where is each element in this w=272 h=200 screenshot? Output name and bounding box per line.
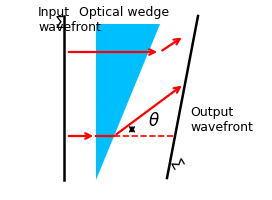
- Text: Input
wavefront: Input wavefront: [38, 6, 101, 34]
- Text: θ: θ: [149, 112, 159, 130]
- Text: Σ: Σ: [166, 157, 184, 173]
- Polygon shape: [96, 24, 160, 180]
- Text: Output
wavefront: Output wavefront: [190, 106, 253, 134]
- Text: Optical wedge: Optical wedge: [79, 6, 169, 19]
- Text: Σ: Σ: [54, 17, 64, 31]
